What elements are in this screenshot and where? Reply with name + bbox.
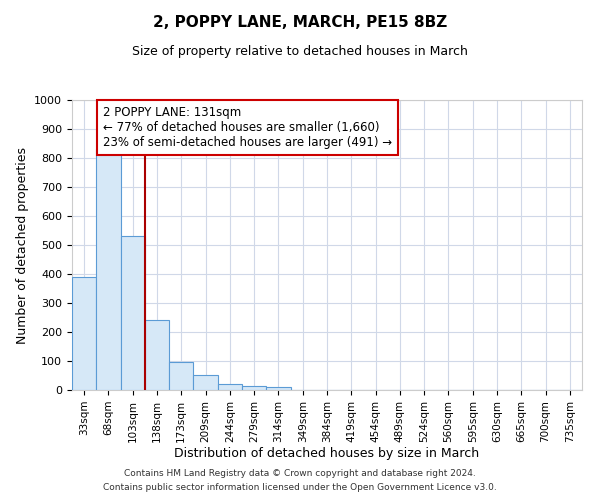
- Y-axis label: Number of detached properties: Number of detached properties: [16, 146, 29, 344]
- Bar: [193, 374, 218, 390]
- Bar: [218, 384, 242, 390]
- Text: Contains public sector information licensed under the Open Government Licence v3: Contains public sector information licen…: [103, 484, 497, 492]
- Text: 2 POPPY LANE: 131sqm
← 77% of detached houses are smaller (1,660)
23% of semi-de: 2 POPPY LANE: 131sqm ← 77% of detached h…: [103, 106, 392, 149]
- Bar: [169, 362, 193, 390]
- Bar: [242, 386, 266, 390]
- X-axis label: Distribution of detached houses by size in March: Distribution of detached houses by size …: [175, 448, 479, 460]
- Text: Contains HM Land Registry data © Crown copyright and database right 2024.: Contains HM Land Registry data © Crown c…: [124, 468, 476, 477]
- Bar: [96, 150, 121, 390]
- Bar: [266, 387, 290, 390]
- Text: 2, POPPY LANE, MARCH, PE15 8BZ: 2, POPPY LANE, MARCH, PE15 8BZ: [153, 15, 447, 30]
- Bar: [121, 236, 145, 390]
- Text: Size of property relative to detached houses in March: Size of property relative to detached ho…: [132, 45, 468, 58]
- Bar: [72, 277, 96, 390]
- Bar: [145, 320, 169, 390]
